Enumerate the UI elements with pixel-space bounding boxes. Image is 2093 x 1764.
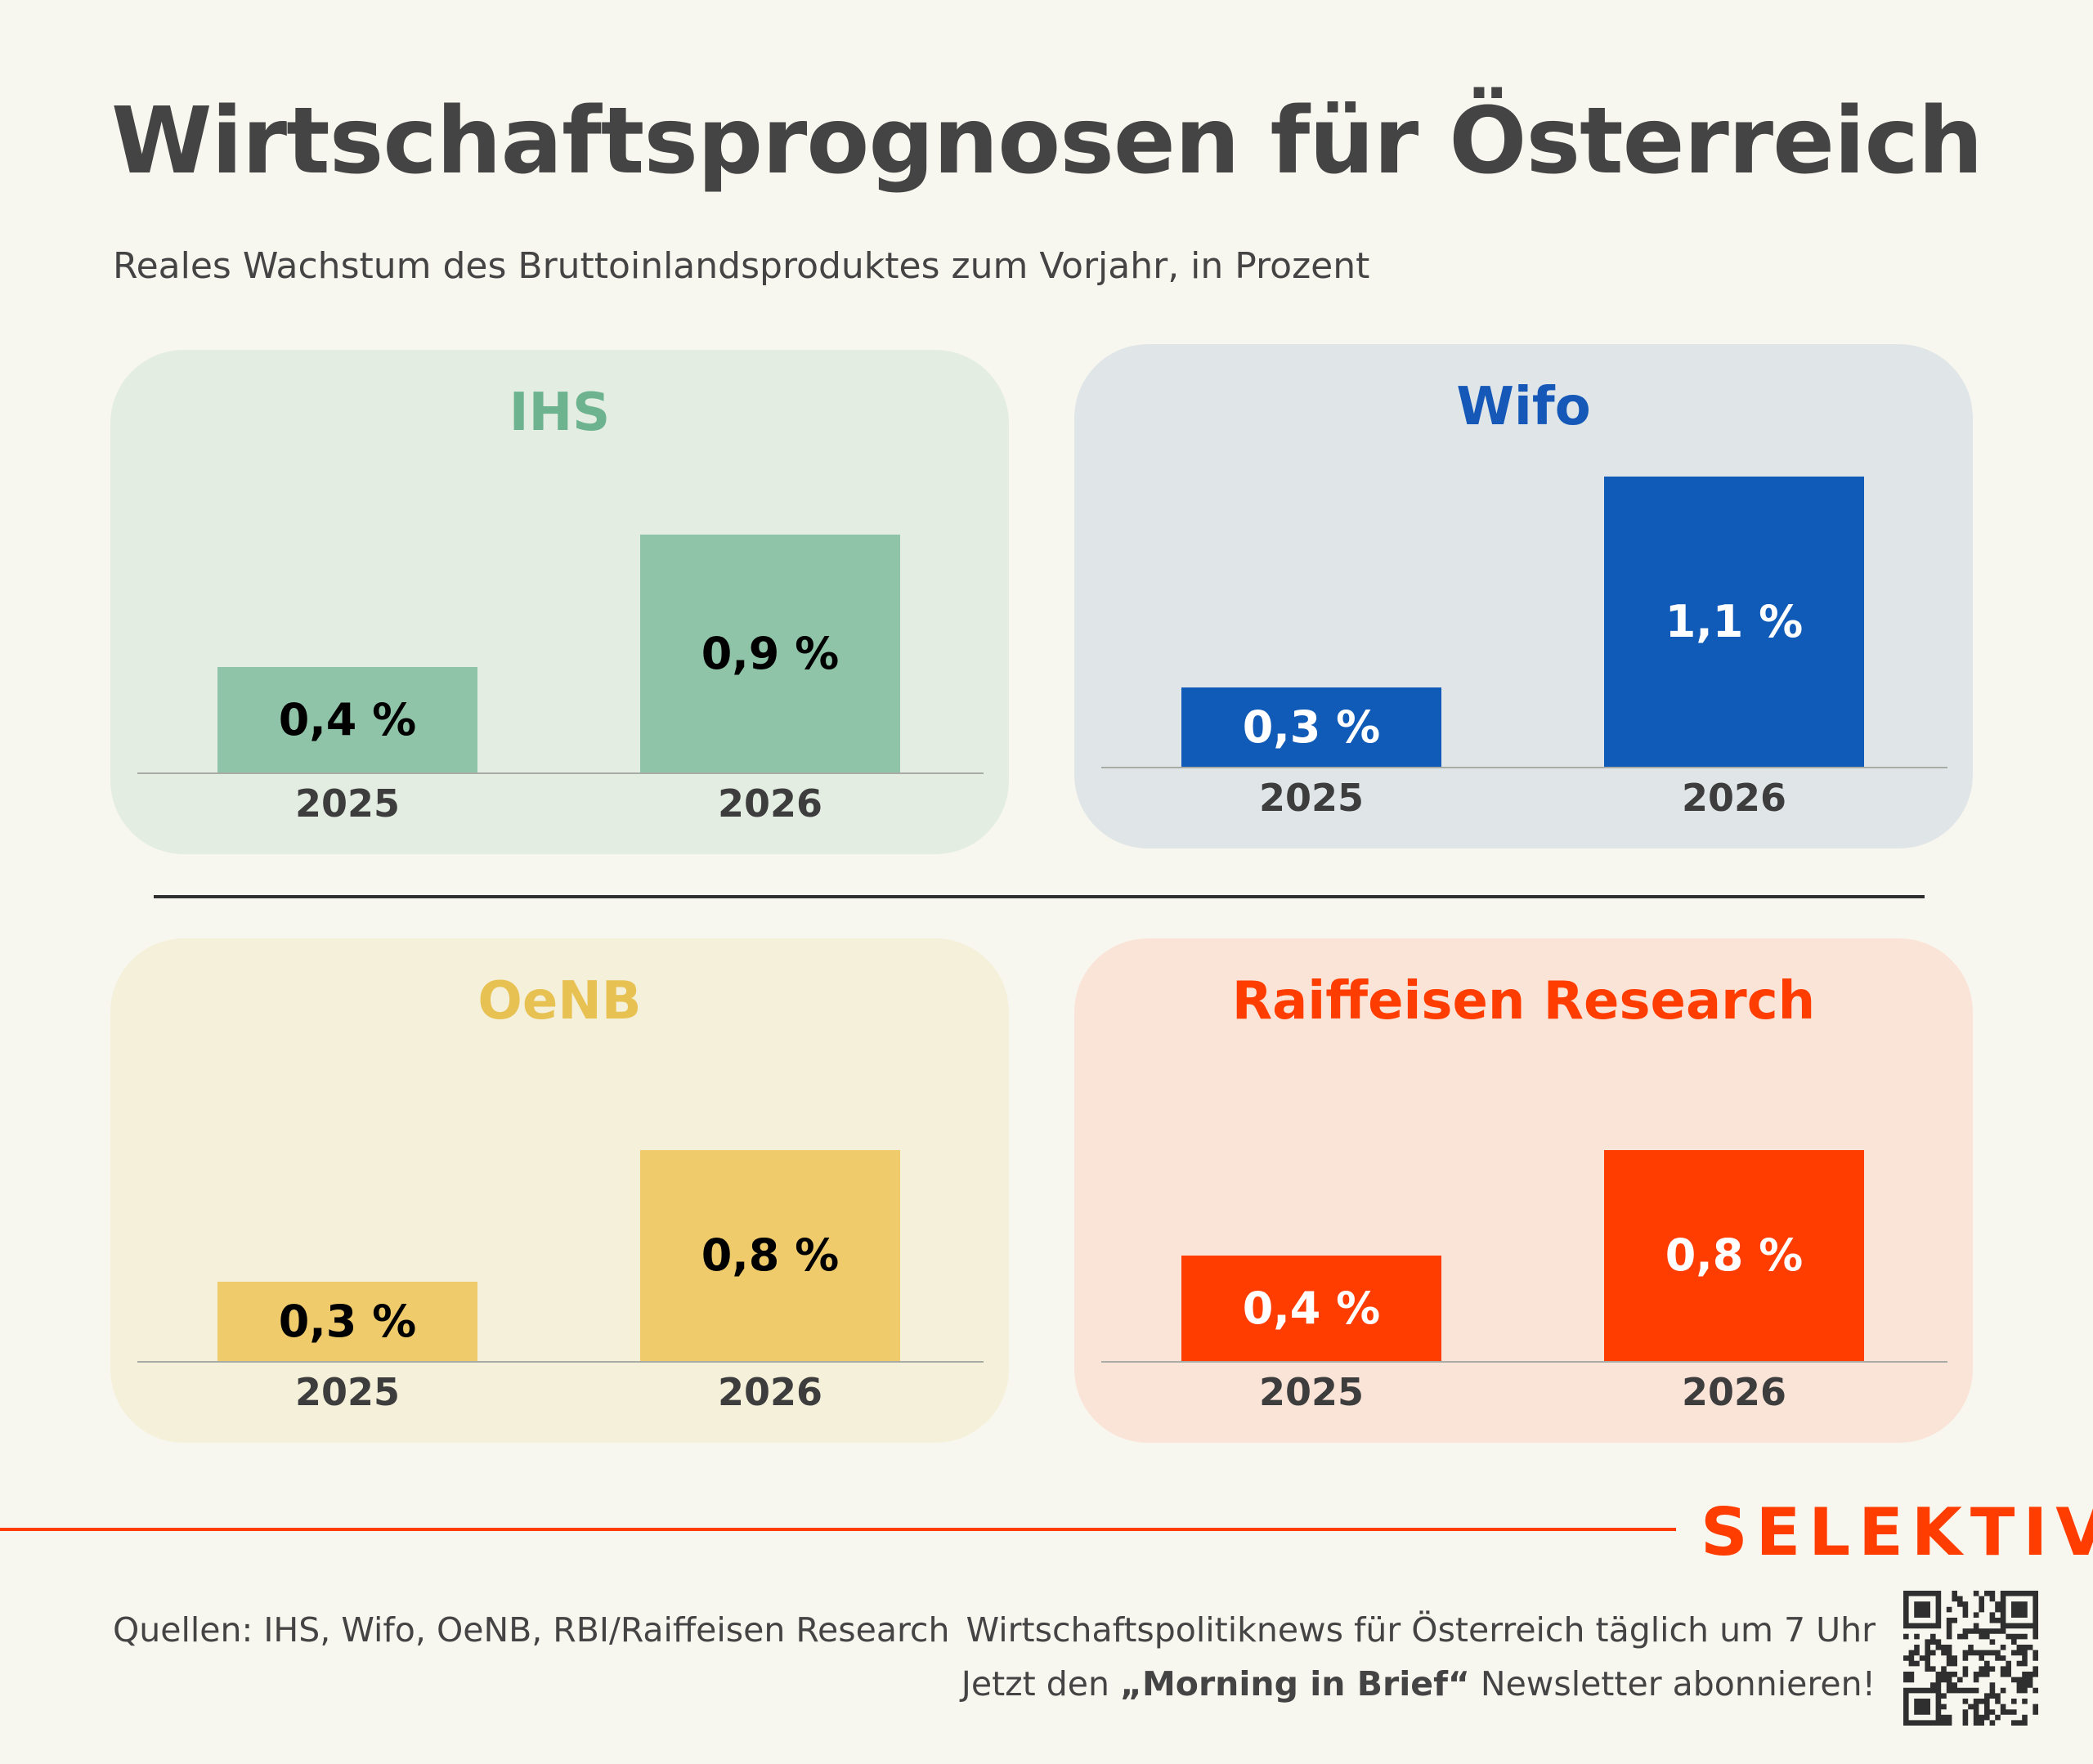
chart-panel-raiffeisen-research: Raiffeisen Research 0,4 % 2025 0,8 % 2026 bbox=[1074, 938, 1973, 1443]
promo-post: Newsletter abonnieren! bbox=[1469, 1664, 1876, 1704]
page-subtitle: Reales Wachstum des Bruttoinlandsprodukt… bbox=[113, 245, 1370, 287]
chart-title: IHS bbox=[509, 383, 611, 443]
x-tick-label: 2026 bbox=[1681, 1370, 1787, 1414]
x-axis-line bbox=[1101, 1361, 1947, 1363]
sources-text: Quellen: IHS, Wifo, OeNB, RBI/Raiffeisen… bbox=[113, 1610, 950, 1650]
x-tick-label: 2025 bbox=[294, 1370, 401, 1414]
promo-line-2: Jetzt den „Morning in Brief“ Newsletter … bbox=[961, 1664, 1876, 1704]
data-label: 0,4 % bbox=[1242, 1282, 1381, 1334]
x-tick-label: 2026 bbox=[717, 1370, 823, 1414]
x-tick-label: 2026 bbox=[717, 781, 823, 826]
chart-title: Wifo bbox=[1456, 377, 1591, 437]
divider bbox=[154, 895, 1925, 898]
newsletter-name: „Morning in Brief“ bbox=[1120, 1664, 1470, 1704]
qr-code-icon[interactable] bbox=[1903, 1591, 2038, 1726]
x-tick-label: 2025 bbox=[1258, 776, 1365, 820]
data-label: 0,8 % bbox=[1665, 1229, 1804, 1282]
data-label: 1,1 % bbox=[1665, 595, 1804, 647]
data-label: 0,3 % bbox=[278, 1296, 417, 1348]
x-axis-line bbox=[137, 772, 984, 774]
bar-2026: 0,8 % bbox=[640, 1149, 900, 1361]
bar-2025: 0,3 % bbox=[217, 1282, 477, 1361]
page-title: Wirtschaftsprognosen für Österreich bbox=[111, 88, 1983, 195]
data-label: 0,8 % bbox=[701, 1229, 840, 1282]
chart-panel-wifo: Wifo 0,3 % 2025 1,1 % 2026 bbox=[1074, 344, 1973, 848]
promo-line-1: Wirtschaftspolitiknews für Österreich tä… bbox=[966, 1610, 1876, 1650]
data-label: 0,9 % bbox=[701, 628, 840, 680]
x-tick-label: 2026 bbox=[1681, 776, 1787, 820]
selektiv-logo: SELEKTIV bbox=[1701, 1494, 2093, 1570]
x-axis-line bbox=[1101, 767, 1947, 768]
bar-2026: 0,9 % bbox=[640, 535, 900, 772]
x-tick-label: 2025 bbox=[1258, 1370, 1365, 1414]
bar-2025: 0,3 % bbox=[1181, 687, 1441, 767]
data-label: 0,4 % bbox=[278, 693, 417, 745]
x-axis-line bbox=[137, 1361, 984, 1363]
chart-title: OeNB bbox=[477, 971, 642, 1032]
bar-2025: 0,4 % bbox=[1181, 1255, 1441, 1361]
chart-panel-ihs: IHS 0,4 % 2025 0,9 % 2026 bbox=[110, 350, 1009, 854]
chart-panel-oenb: OeNB 0,3 % 2025 0,8 % 2026 bbox=[110, 938, 1009, 1443]
footer-line bbox=[0, 1528, 1676, 1531]
bar-2026: 1,1 % bbox=[1604, 476, 1864, 767]
promo-pre: Jetzt den bbox=[961, 1664, 1121, 1704]
x-tick-label: 2025 bbox=[294, 781, 401, 826]
data-label: 0,3 % bbox=[1242, 701, 1381, 754]
bar-2026: 0,8 % bbox=[1604, 1149, 1864, 1361]
bar-2025: 0,4 % bbox=[217, 666, 477, 772]
chart-title: Raiffeisen Research bbox=[1231, 971, 1816, 1032]
